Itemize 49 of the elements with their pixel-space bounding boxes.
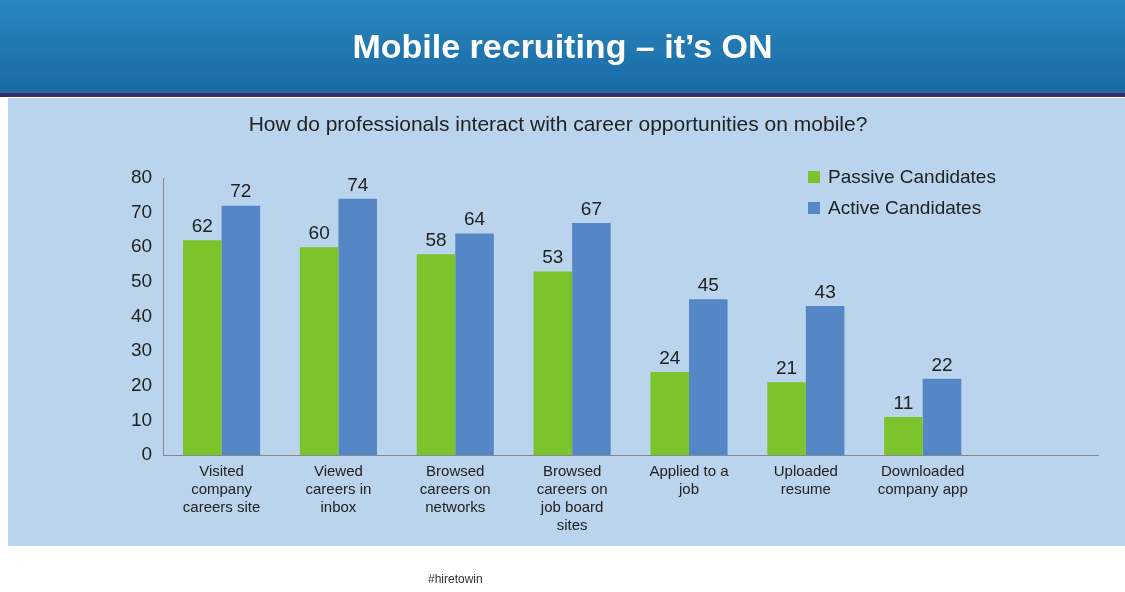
bar	[299, 247, 339, 455]
x-tick-label: Applied to a job	[649, 462, 730, 498]
y-tick-label: 10	[130, 408, 153, 430]
data-label: 53	[542, 246, 564, 268]
data-label: 22	[931, 353, 953, 375]
bar	[416, 254, 456, 455]
bar	[533, 271, 573, 455]
y-tick-label: 70	[130, 200, 153, 222]
y-tick-label: 60	[130, 235, 153, 257]
data-label: 45	[697, 273, 719, 295]
y-tick-label: 0	[141, 443, 153, 465]
bar	[650, 371, 689, 455]
data-label: 58	[425, 228, 447, 250]
chart-subtitle: How do professionals interact with career opportunities on mobile?	[247, 112, 869, 136]
data-label: 11	[893, 391, 914, 413]
data-label: 67	[580, 197, 602, 219]
bar	[922, 378, 962, 455]
bar	[455, 233, 494, 455]
x-tick-label: Browsed careers on job board sites	[536, 462, 608, 534]
data-label: 43	[814, 280, 836, 302]
bar	[221, 205, 261, 455]
y-tick-label: 50	[130, 270, 153, 292]
bar	[689, 299, 728, 455]
bar	[805, 306, 845, 455]
y-tick-label: 40	[130, 304, 153, 326]
x-tick-label: Uploaded resume	[773, 462, 838, 498]
data-label: 62	[191, 215, 213, 237]
legend-label: Active Candidates	[827, 197, 983, 219]
data-label: 72	[230, 180, 252, 202]
y-tick-label: 30	[130, 339, 153, 361]
y-tick-label: 80	[130, 166, 153, 188]
bar	[884, 416, 923, 455]
x-tick-label: Downloaded company app	[877, 462, 968, 498]
chart-title: Mobile recruiting – it’s ON	[0, 0, 1125, 97]
data-label: 60	[308, 221, 330, 243]
data-label: 21	[776, 357, 798, 379]
text: #hiretowin	[428, 572, 483, 586]
bar	[183, 240, 222, 455]
bar	[572, 223, 611, 455]
data-label: 74	[347, 173, 369, 195]
x-tick-label: Viewed careers in inbox	[305, 462, 372, 516]
legend-label: Passive Candidates	[827, 166, 996, 188]
bar	[338, 198, 377, 455]
y-tick-label: 20	[130, 373, 153, 395]
data-label: 24	[659, 346, 681, 368]
x-tick-label: Visited company careers site	[182, 462, 261, 516]
bar	[767, 382, 806, 455]
data-label: 64	[463, 208, 486, 230]
x-tick-label: Browsed careers on networks	[419, 462, 491, 516]
